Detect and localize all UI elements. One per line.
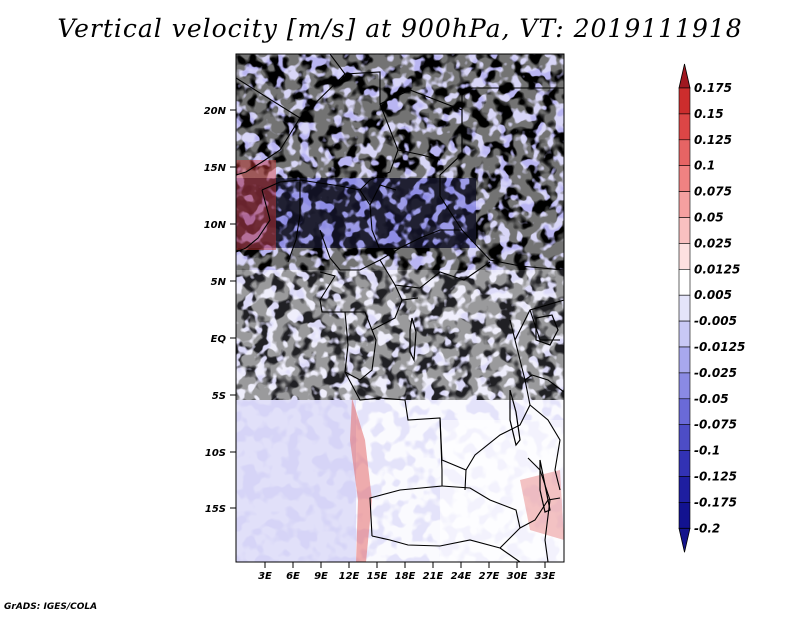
lat-label: 15S (205, 504, 226, 515)
colorbar-label: -0.05 (694, 392, 729, 406)
lat-label: 15N (204, 163, 227, 174)
lon-label: 12E (339, 571, 360, 582)
lat-label: 5N (211, 277, 227, 288)
lon-label: 3E (258, 571, 272, 582)
colorbar-segment (678, 113, 691, 141)
colorbar-label: -0.1 (694, 444, 720, 458)
chart-title: Vertical velocity [m/s] at 900hPa, VT: 2… (57, 14, 743, 43)
lon-label: 30E (507, 571, 528, 582)
colorbar-segment (678, 243, 691, 270)
colorbar-segment (678, 165, 691, 192)
colorbar-segment (678, 372, 691, 400)
colorbar-label: 0.15 (694, 107, 724, 121)
colorbar-label: -0.0125 (694, 340, 745, 354)
grads-credit: GrADS: IGES/COLA (4, 602, 98, 612)
colorbar-label: 0.025 (694, 236, 732, 250)
colorbar-bottom-arrow (678, 527, 691, 553)
colorbar-segment (678, 87, 691, 115)
latitude-axis: 20N 15N 10N 5N EQ 5S 10S 15S (204, 106, 236, 515)
colorbar-label: 0.075 (694, 185, 732, 199)
lon-label: 6E (286, 571, 300, 582)
lon-label: 33E (535, 571, 556, 582)
colorbar-segment (678, 502, 691, 529)
colorbar-label: 0.0125 (694, 262, 740, 276)
colorbar-segment (678, 268, 691, 296)
lon-label: 15E (367, 571, 388, 582)
lat-label: 20N (204, 106, 227, 117)
colorbar-label: -0.075 (694, 418, 737, 432)
colorbar-label: -0.125 (694, 470, 737, 484)
colorbar-label: -0.005 (694, 314, 737, 328)
colorbar-segment (678, 346, 691, 374)
colorbar-segment (678, 398, 691, 425)
colorbar-segment (678, 217, 691, 244)
lon-label: 18E (395, 571, 416, 582)
lon-label: 9E (314, 571, 328, 582)
lon-label: 21E (423, 571, 444, 582)
colorbar-label: 0.05 (694, 211, 724, 225)
lat-label: 10S (205, 448, 226, 459)
colorbar-segment (678, 191, 691, 218)
colorbar-label: -0.2 (694, 521, 720, 535)
colorbar-label: 0.1 (694, 159, 715, 173)
lat-label: 10N (204, 220, 227, 231)
colorbar-label: -0.025 (694, 366, 737, 380)
colorbar-segment (678, 476, 691, 503)
colorbar-segment (678, 139, 691, 167)
colorbar-label: 0.125 (694, 133, 732, 147)
colorbar-segment (678, 320, 691, 348)
colorbar-label: -0.175 (694, 495, 737, 509)
colorbar-segment (678, 294, 691, 322)
velocity-field (236, 54, 564, 562)
colorbar-label: 0.175 (694, 81, 732, 95)
colorbar-segment (678, 424, 691, 451)
colorbar: 0.175 0.15 0.125 0.1 0.075 0.05 0.025 0.0125 0.0… (678, 63, 745, 553)
colorbar-label: 0.005 (694, 288, 732, 302)
lon-label: 24E (451, 571, 472, 582)
longitude-axis: 3E 6E 9E 12E 15E 18E 21E 24E 27E 30E 33E (258, 562, 556, 582)
lat-label: 5S (212, 391, 226, 402)
lon-label: 27E (479, 571, 500, 582)
colorbar-top-arrow (678, 63, 691, 89)
lat-label: EQ (211, 334, 227, 345)
colorbar-segment (678, 450, 691, 477)
